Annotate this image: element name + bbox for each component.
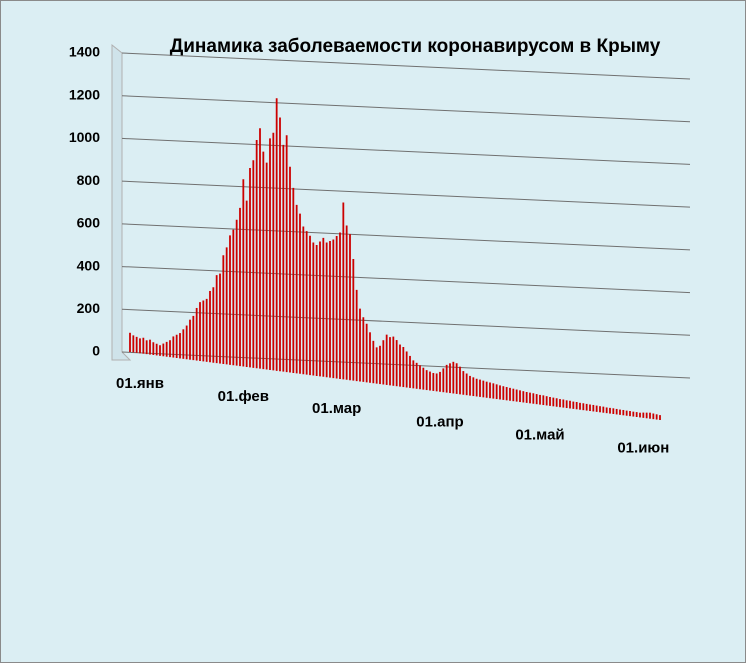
y-tick-label: 400 [77, 257, 101, 273]
x-tick-label: 01.июн [617, 440, 669, 457]
y-tick-label: 200 [77, 300, 101, 316]
y-tick-label: 600 [77, 215, 101, 231]
y-tick-label: 1400 [69, 44, 100, 60]
y-tick-label: 1000 [69, 129, 100, 145]
grid-line [121, 266, 691, 294]
grid-line [121, 137, 691, 165]
chart-title: Динамика заболеваемости коронавирусом в … [170, 36, 661, 57]
x-tick-label: 01.май [515, 426, 564, 443]
side-wall [111, 43, 132, 361]
grid-line [121, 95, 691, 123]
x-tick-label: 01.мар [312, 400, 361, 417]
grid-line [121, 223, 691, 251]
y-tick-label: 1200 [69, 86, 100, 102]
y-tick-label: 800 [77, 172, 101, 188]
grid-line [121, 180, 691, 208]
y-tick-label: 0 [92, 343, 100, 359]
grid-line [121, 52, 691, 80]
x-tick-label: 01.апр [416, 413, 463, 430]
x-tick-label: 01.янв [116, 375, 164, 392]
x-tick-label: 01.фев [218, 388, 269, 405]
